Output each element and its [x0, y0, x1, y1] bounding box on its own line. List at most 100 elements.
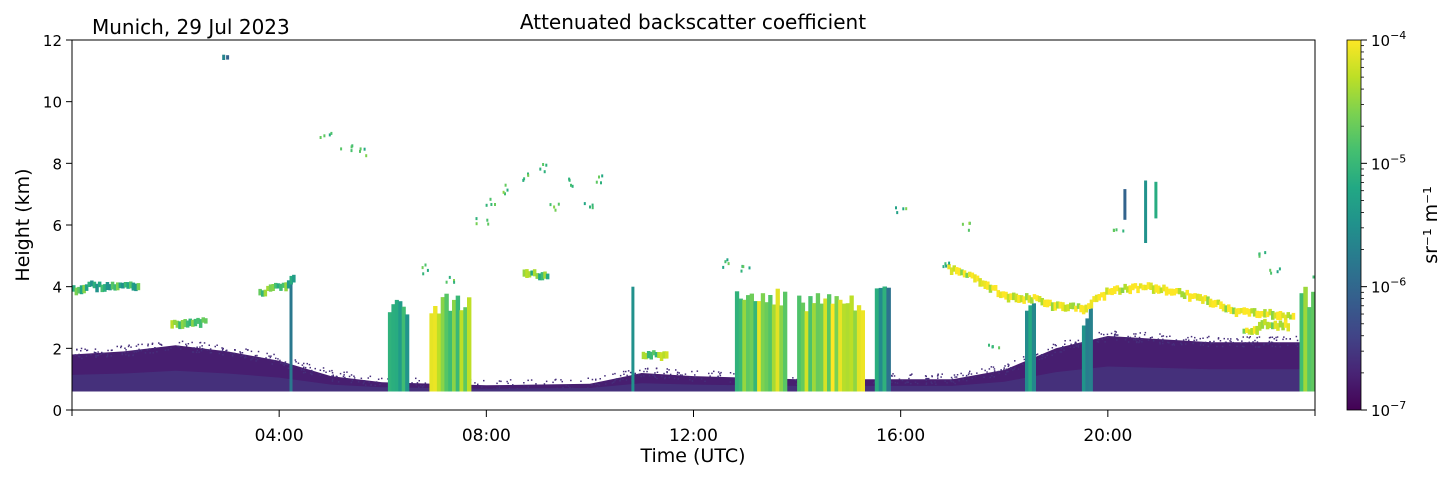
aerosol-speckle [1269, 336, 1272, 339]
aerosol-speckle [960, 372, 962, 375]
cloud-layer-segment [1081, 305, 1086, 315]
precip-column [856, 305, 862, 392]
aerosol-speckle [1051, 354, 1053, 356]
cloud-layer-segment [535, 273, 539, 279]
cloud-layer-segment [118, 282, 123, 289]
aerosol-speckle [141, 343, 143, 346]
aerosol-speckle [991, 374, 993, 377]
high-cloud [222, 54, 226, 60]
aerosol-speckle [648, 375, 651, 377]
aerosol-speckle [275, 357, 277, 360]
cloud-layer-segment [1032, 294, 1037, 300]
aerosol-speckle [1098, 331, 1100, 334]
cloud-layer-segment [1162, 284, 1166, 292]
aerosol-speckle [1258, 336, 1261, 338]
cloud-layer-segment [1154, 284, 1158, 293]
aerosol-speckle [1268, 342, 1270, 344]
cloud-fragment [319, 136, 322, 139]
aerosol-speckle [1115, 331, 1117, 333]
heatmap-area [72, 54, 1315, 410]
precip-column [746, 295, 751, 392]
aerosol-speckle [1282, 338, 1284, 341]
aerosol-speckle [1077, 346, 1080, 348]
cloud-layer-segment [1291, 312, 1296, 320]
aerosol-speckle [381, 377, 383, 380]
boundary-layer-core [72, 366, 1315, 392]
cloud-layer-segment [1167, 288, 1171, 295]
aerosol-speckle [951, 378, 954, 380]
cloud-layer-segment [1118, 287, 1122, 295]
cloud-layer-segment [1131, 283, 1135, 291]
aerosol-speckle [928, 377, 930, 380]
aerosol-speckle [348, 375, 351, 378]
cloud-fragment [1270, 271, 1273, 275]
aerosol-speckle [910, 374, 912, 376]
aerosol-speckle [666, 368, 668, 370]
cloud-layer-segment [1250, 328, 1254, 335]
aerosol-speckle [678, 372, 680, 374]
precip-column [849, 295, 854, 392]
aerosol-speckle [1080, 342, 1082, 345]
aerosol-speckle [185, 345, 188, 347]
cloud-fragment [487, 222, 490, 226]
cloud-layer-segment [1252, 326, 1257, 334]
aerosol-speckle [993, 370, 996, 372]
aerosol-speckle [110, 355, 112, 357]
aerosol-speckle [1162, 342, 1164, 345]
aerosol-speckle [992, 371, 994, 374]
cloud-layer-segment [1048, 299, 1052, 307]
cloud-layer-segment [113, 284, 117, 291]
aerosol-speckle [374, 384, 376, 387]
aerosol-speckle [1012, 369, 1014, 371]
aerosol-speckle [552, 381, 554, 384]
aerosol-speckle [1287, 344, 1289, 346]
aerosol-speckle [192, 351, 195, 353]
aerosol-speckle [202, 348, 205, 350]
cloud-layer-segment [1211, 300, 1215, 308]
precip-column [812, 303, 817, 392]
aerosol-speckle [1182, 339, 1185, 341]
aerosol-speckle [1074, 341, 1077, 343]
aerosol-speckle [962, 378, 964, 381]
aerosol-speckle [998, 372, 1000, 375]
cloud-layer-segment [1263, 318, 1267, 326]
cloud-fragment [1258, 252, 1261, 256]
cloud-layer-segment [178, 321, 182, 330]
aerosol-speckle [1240, 342, 1242, 345]
aerosol-speckle [1079, 342, 1081, 345]
aerosol-speckle [411, 382, 413, 384]
precip-column [1299, 293, 1304, 392]
aerosol-speckle [507, 382, 509, 385]
aerosol-speckle [646, 370, 648, 373]
precip-column [764, 302, 769, 392]
precip-column [1025, 310, 1030, 392]
aerosol-speckle [596, 386, 598, 389]
aerosol-speckle [331, 372, 334, 374]
cloud-layer-segment [1247, 329, 1252, 335]
aerosol-speckle [976, 372, 978, 374]
aerosol-speckle [364, 384, 367, 386]
aerosol-speckle [1267, 343, 1269, 345]
aerosol-speckle [950, 380, 953, 383]
cloud-layer-segment [1283, 314, 1288, 323]
aerosol-speckle [719, 374, 722, 377]
aerosol-speckle [1157, 338, 1160, 340]
aerosol-speckle [1134, 335, 1136, 337]
cloud-layer-segment [960, 269, 964, 276]
cloud-layer-segment [952, 265, 956, 272]
aerosol-speckle [1256, 336, 1258, 339]
aerosol-speckle [965, 374, 968, 377]
aerosol-speckle [1113, 335, 1116, 338]
cloud-layer-segment [532, 269, 537, 277]
cloud-layer-segment [644, 352, 648, 360]
precip-column [860, 310, 865, 392]
precip-column [757, 301, 762, 392]
aerosol-speckle [498, 386, 501, 388]
aerosol-speckle [891, 375, 893, 377]
aerosol-speckle [137, 343, 140, 346]
aerosol-speckle [1241, 340, 1243, 342]
cloud-fragment [545, 163, 548, 167]
cloud-layer-segment [530, 270, 534, 276]
precip-column [823, 298, 828, 392]
